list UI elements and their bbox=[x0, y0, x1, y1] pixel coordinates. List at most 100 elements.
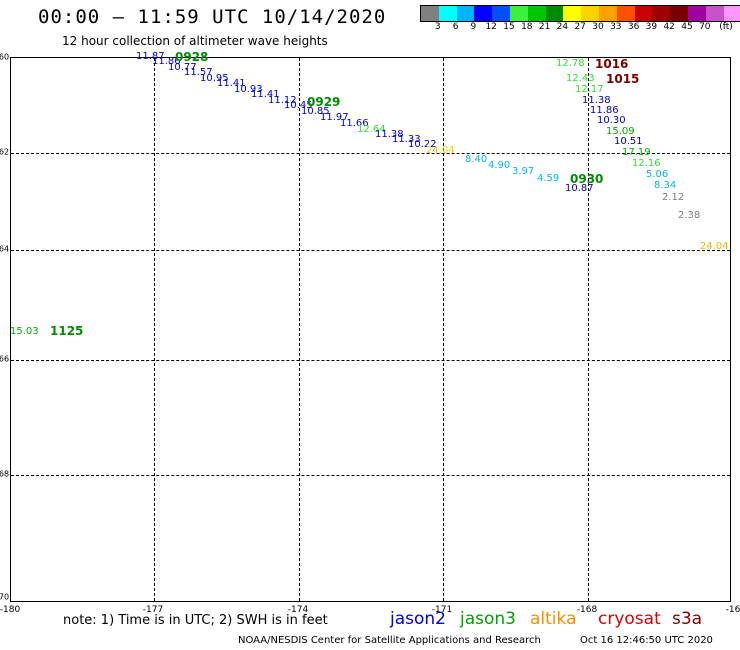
map-area bbox=[10, 57, 731, 602]
legend-swatch bbox=[616, 6, 635, 21]
longitude-label: -177 bbox=[142, 605, 164, 615]
longitude-label: -16 bbox=[725, 605, 740, 615]
pass-time-label: 1015 bbox=[606, 72, 640, 86]
legend-label: 18 bbox=[521, 22, 533, 32]
longitude-label: -174 bbox=[287, 605, 309, 615]
legend-label: 42 bbox=[663, 22, 675, 32]
wave-height-reading: 11.57 bbox=[184, 67, 213, 78]
pass-time-label: 0929 bbox=[307, 95, 341, 109]
wave-height-reading: 10.51 bbox=[614, 136, 643, 147]
latitude-label: -62 bbox=[0, 147, 10, 157]
longitude-label: -168 bbox=[576, 605, 598, 615]
wave-height-reading: 11.97 bbox=[320, 112, 349, 123]
longitude-label: -171 bbox=[431, 605, 453, 615]
wave-height-reading: 2.12 bbox=[662, 192, 685, 203]
legend-swatch bbox=[492, 6, 510, 21]
wave-height-reading: 15.03 bbox=[10, 326, 39, 337]
longitude-gridline bbox=[588, 58, 589, 601]
legend-swatch bbox=[670, 6, 688, 21]
legend-swatch bbox=[687, 6, 706, 21]
wave-height-reading: 24.04 bbox=[426, 145, 455, 156]
wave-height-reading: 12.16 bbox=[632, 158, 661, 169]
legend-label: 3 bbox=[434, 22, 441, 32]
latitude-label: -64 bbox=[0, 244, 10, 254]
legend-label: 12 bbox=[485, 22, 497, 32]
wave-height-reading: 11.41 bbox=[251, 89, 280, 100]
wave-height-reading: 11.66 bbox=[340, 118, 369, 129]
wave-height-reading: 24.04 bbox=[700, 241, 729, 252]
legend-swatch bbox=[652, 6, 671, 21]
pass-time-label: 0928 bbox=[175, 50, 209, 64]
legend-label: 15 bbox=[503, 22, 515, 32]
satellite-name-jason2: jason2 bbox=[390, 609, 446, 629]
legend-swatch bbox=[723, 6, 740, 21]
satellite-name-jason3: jason3 bbox=[460, 609, 516, 629]
latitude-gridline bbox=[11, 360, 730, 361]
legend-swatch bbox=[527, 6, 546, 21]
legend-label: 70 bbox=[699, 22, 711, 32]
latitude-label: -66 bbox=[0, 354, 10, 364]
wave-height-reading: 10.85 bbox=[301, 106, 330, 117]
latitude-gridline bbox=[11, 250, 730, 251]
credit-line: NOAA/NESDIS Center for Satellite Applica… bbox=[238, 635, 541, 646]
wave-height-reading: 11.86 bbox=[152, 56, 181, 67]
longitude-gridline bbox=[154, 58, 155, 601]
wave-height-reading: 8.34 bbox=[654, 180, 677, 191]
pass-time-label: 1125 bbox=[50, 324, 84, 338]
latitude-gridline bbox=[11, 475, 730, 476]
wave-height-reading: 10.77 bbox=[168, 62, 197, 73]
color-scale-legend bbox=[420, 5, 740, 22]
legend-swatch bbox=[545, 6, 564, 21]
wave-height-reading: 11.87 bbox=[136, 51, 165, 62]
wave-height-reading: 10.22 bbox=[408, 139, 437, 150]
wave-height-reading: 5.06 bbox=[646, 169, 669, 180]
satellite-name-s3a: s3a bbox=[672, 609, 703, 629]
wave-height-reading: 12.64 bbox=[357, 124, 386, 135]
wave-height-reading: 10.93 bbox=[234, 84, 263, 95]
wave-height-reading: 11.33 bbox=[392, 134, 421, 145]
wave-height-reading: 4.90 bbox=[488, 160, 511, 171]
satellite-name-cryosat: cryosat bbox=[598, 609, 661, 629]
legend-swatch bbox=[474, 6, 493, 21]
wave-height-reading: 4.59 bbox=[537, 173, 560, 184]
wave-height-reading: 10.45 bbox=[284, 100, 313, 111]
footer-note: note: 1) Time is in UTC; 2) SWH is in fe… bbox=[63, 613, 328, 628]
wave-height-reading: 2.38 bbox=[678, 210, 701, 221]
legend-label: 21 bbox=[538, 22, 551, 32]
wave-height-reading: 3.97 bbox=[512, 166, 535, 177]
legend-swatch bbox=[421, 6, 439, 21]
legend-swatch bbox=[438, 6, 457, 21]
pass-time-label: 0930 bbox=[570, 172, 604, 186]
wave-height-reading: 10.95 bbox=[200, 73, 229, 84]
longitude-gridline bbox=[299, 58, 300, 601]
longitude-label: -180 bbox=[0, 605, 21, 615]
legend-swatch bbox=[563, 6, 582, 21]
longitude-gridline bbox=[443, 58, 444, 601]
legend-swatch bbox=[581, 6, 599, 21]
legend-label: 6 bbox=[452, 22, 459, 32]
legend-label: 9 bbox=[470, 22, 477, 32]
wave-height-reading: 11.12 bbox=[268, 95, 297, 106]
legend-label: 24 bbox=[556, 22, 569, 32]
satellite-name-altika: altika bbox=[530, 609, 577, 629]
legend-label: 45 bbox=[681, 22, 693, 32]
chart-subtitle: 12 hour collection of altimeter wave hei… bbox=[62, 34, 328, 48]
legend-unit: (ft) bbox=[719, 22, 733, 32]
pass-time-label: 1016 bbox=[595, 57, 629, 71]
legend-swatch bbox=[456, 6, 475, 21]
wave-height-reading: 12.17 bbox=[575, 84, 604, 95]
latitude-label: -60 bbox=[0, 52, 10, 62]
wave-height-reading: 11.38 bbox=[582, 95, 611, 106]
legend-swatch bbox=[705, 6, 724, 21]
latitude-label: -70 bbox=[0, 592, 10, 602]
wave-height-reading: 12.78 bbox=[556, 58, 585, 69]
legend-label: 36 bbox=[627, 22, 640, 32]
legend-swatch bbox=[509, 6, 528, 21]
wave-height-reading: 11.41 bbox=[217, 78, 246, 89]
chart-title: 00:00 – 11:59 UTC 10/14/2020 bbox=[38, 6, 387, 28]
latitude-gridline bbox=[11, 153, 730, 154]
wave-height-reading: 15.09 bbox=[606, 126, 635, 137]
legend-swatch bbox=[598, 6, 617, 21]
wave-height-reading: 10.87 bbox=[565, 183, 594, 194]
latitude-label: -68 bbox=[0, 469, 10, 479]
